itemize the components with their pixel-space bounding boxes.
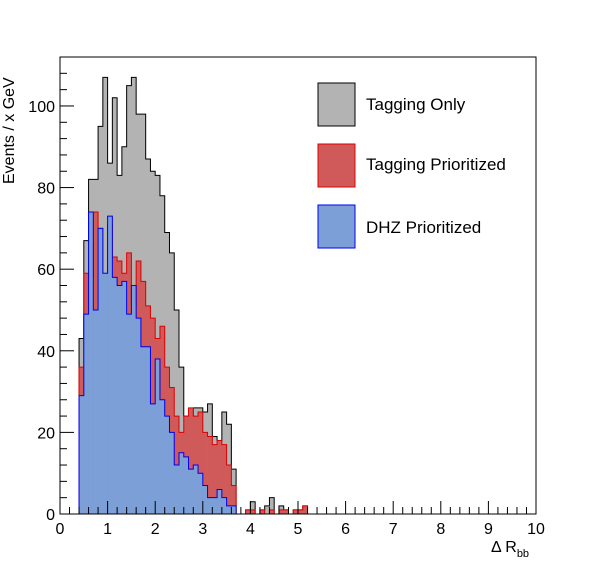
legend-swatch-tagging-prioritized <box>317 143 356 188</box>
histogram-bar <box>198 473 204 514</box>
histogram-bar <box>298 509 304 514</box>
histogram-bar <box>169 252 175 514</box>
x-tick-label: 10 <box>527 521 545 538</box>
histogram-bar <box>155 358 161 514</box>
histogram-bar <box>98 228 104 514</box>
histogram-bar <box>231 485 237 514</box>
histogram-bar <box>283 509 289 514</box>
histogram-bar <box>302 505 308 514</box>
histogram-bar <box>131 285 137 514</box>
histogram-bar <box>217 489 223 514</box>
legend-entry-tagging-prioritized: Tagging Prioritized <box>317 143 506 188</box>
histogram-bar <box>174 309 180 514</box>
legend-entry-dhz-prioritized: DHZ Prioritized <box>317 204 481 249</box>
y-axis-title: Events / x GeV <box>1 77 18 184</box>
histogram-bar <box>193 465 199 514</box>
legend-label-tagging-only: Tagging Only <box>366 95 466 114</box>
histogram-bar <box>79 395 85 514</box>
histogram-bar <box>212 444 218 514</box>
x-tick-label: 5 <box>294 521 303 538</box>
histogram-bar <box>88 212 94 514</box>
y-tick-label: 60 <box>37 262 55 279</box>
histogram-bar <box>207 497 213 514</box>
histogram-bar <box>207 436 213 514</box>
histogram-bar <box>112 277 118 514</box>
histogram-bar <box>198 411 204 514</box>
histogram-bar <box>221 444 227 514</box>
y-tick-label: 80 <box>37 181 55 198</box>
series-dhz-prioritized <box>78 211 308 515</box>
x-tick-label: 1 <box>103 521 112 538</box>
legend-label-tagging-prioritized: Tagging Prioritized <box>366 155 506 174</box>
y-tick-label: 40 <box>37 344 55 361</box>
y-tick-label: 100 <box>28 99 55 116</box>
histogram-bar <box>245 509 251 514</box>
histogram-bar <box>264 505 270 514</box>
axis-ticks <box>59 56 537 515</box>
y-tick-label: 0 <box>46 507 55 524</box>
histogram-bar <box>93 309 99 514</box>
histogram-bar <box>226 465 232 514</box>
histogram-bar <box>107 216 113 515</box>
x-tick-labels: 0 1 2 3 4 5 6 7 8 9 10 <box>56 521 545 538</box>
histogram-bar <box>117 285 123 514</box>
histogram-bar <box>164 416 170 514</box>
histogram-bar <box>293 509 299 514</box>
legend: Tagging Only Tagging Prioritized DHZ Pri… <box>317 82 506 249</box>
histogram-bar <box>250 509 256 514</box>
histogram-bar <box>183 456 189 514</box>
histogram-bar <box>231 505 237 514</box>
histogram-bar <box>145 346 151 514</box>
histogram-bar <box>188 407 194 514</box>
histogram-bar <box>174 465 180 514</box>
histogram-layer <box>78 76 309 515</box>
histogram-bar <box>226 505 232 514</box>
x-tick-label: 3 <box>198 521 207 538</box>
histogram-bar <box>179 452 185 514</box>
histogram-bar <box>83 314 89 514</box>
legend-label-dhz-prioritized: DHZ Prioritized <box>366 218 481 237</box>
histogram-bar <box>188 469 194 514</box>
histogram-bar <box>278 509 285 514</box>
x-axis-title-main: Δ R <box>491 539 517 556</box>
histogram-bar <box>136 318 142 514</box>
x-tick-label: 8 <box>436 521 445 538</box>
histogram-bar <box>126 314 132 514</box>
histogram-bar <box>202 432 208 514</box>
histogram-bar <box>159 399 166 514</box>
legend-swatch-dhz-prioritized <box>317 204 356 249</box>
histogram-bar <box>221 497 227 514</box>
histogram-bar <box>169 432 175 514</box>
x-axis-title-subscript: bb <box>517 548 529 560</box>
histogram-bar <box>121 281 127 514</box>
histogram-bar <box>140 346 146 514</box>
histogram-bar <box>269 497 275 514</box>
histogram-bar <box>102 273 108 514</box>
legend-swatch-tagging-only <box>317 82 356 127</box>
legend-entry-tagging-only: Tagging Only <box>317 82 466 127</box>
histogram-bar <box>217 440 223 514</box>
y-tick-labels: 0 20 40 60 80 100 <box>28 99 55 524</box>
y-tick-label: 20 <box>37 425 55 442</box>
x-axis-title: Δ Rbb <box>491 539 529 560</box>
histogram-bar <box>150 403 156 514</box>
x-tick-label: 7 <box>389 521 398 538</box>
x-tick-label: 6 <box>341 521 350 538</box>
x-tick-label: 0 <box>56 521 65 538</box>
histogram-bar <box>259 509 265 514</box>
x-tick-label: 2 <box>151 521 160 538</box>
histogram-bar <box>250 501 256 514</box>
histogram-bar <box>269 509 275 514</box>
histogram-bar <box>212 497 218 514</box>
x-tick-label: 4 <box>246 521 255 538</box>
x-tick-label: 9 <box>484 521 493 538</box>
histogram-bar <box>202 485 208 514</box>
